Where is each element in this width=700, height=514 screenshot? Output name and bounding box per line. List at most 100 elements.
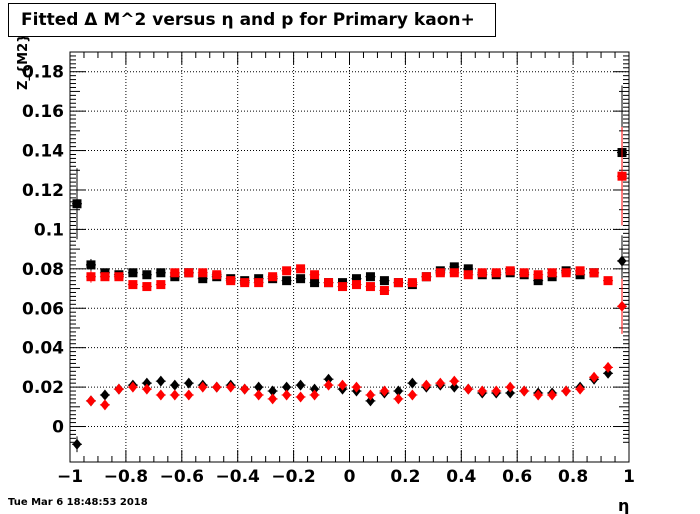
data-point bbox=[282, 276, 292, 286]
y-tick-label: 0 bbox=[52, 418, 64, 438]
series-1 bbox=[85, 126, 628, 296]
data-point bbox=[435, 377, 445, 389]
data-point bbox=[86, 272, 96, 282]
x-tick-label: −0.8 bbox=[104, 467, 148, 487]
data-point bbox=[365, 272, 375, 282]
data-point bbox=[198, 274, 208, 284]
data-point bbox=[268, 385, 278, 397]
data-point bbox=[198, 268, 208, 278]
data-point bbox=[589, 371, 599, 383]
data-point bbox=[240, 383, 250, 395]
data-point bbox=[477, 385, 487, 397]
data-point bbox=[72, 199, 82, 209]
y-tick-label: 0.06 bbox=[22, 299, 64, 319]
data-point bbox=[603, 367, 613, 379]
y-tick-label: 0.04 bbox=[22, 339, 64, 359]
data-point bbox=[617, 300, 627, 312]
data-point bbox=[184, 389, 194, 401]
data-point bbox=[128, 280, 138, 290]
data-point bbox=[212, 270, 222, 280]
data-point bbox=[351, 280, 361, 290]
data-point bbox=[351, 381, 361, 393]
data-point bbox=[365, 395, 375, 407]
data-point bbox=[254, 278, 264, 288]
data-point bbox=[226, 381, 236, 393]
data-point bbox=[393, 393, 403, 405]
data-point bbox=[296, 391, 306, 403]
data-point bbox=[170, 379, 180, 391]
data-point bbox=[156, 389, 166, 401]
data-point bbox=[296, 379, 306, 391]
data-point bbox=[282, 381, 292, 393]
data-point bbox=[226, 276, 236, 286]
data-point bbox=[365, 282, 375, 292]
data-point bbox=[296, 274, 306, 284]
y-tick-label: 0.14 bbox=[22, 142, 64, 162]
data-point bbox=[142, 377, 152, 389]
data-point bbox=[491, 268, 501, 278]
data-point bbox=[72, 438, 82, 450]
data-point bbox=[114, 383, 124, 395]
data-point bbox=[310, 278, 320, 288]
data-point bbox=[198, 381, 208, 393]
data-point bbox=[603, 276, 613, 286]
data-point bbox=[379, 276, 389, 286]
data-point bbox=[449, 375, 459, 387]
data-point bbox=[617, 255, 627, 267]
data-point bbox=[533, 276, 543, 286]
data-point bbox=[282, 266, 292, 276]
data-point bbox=[379, 286, 389, 296]
data-point bbox=[184, 377, 194, 389]
y-tick-label: 0.16 bbox=[22, 102, 64, 122]
data-point bbox=[421, 379, 431, 391]
data-point bbox=[463, 264, 473, 274]
data-point bbox=[407, 389, 417, 401]
data-point bbox=[575, 266, 585, 276]
axis-ticks bbox=[69, 51, 630, 462]
data-point bbox=[128, 381, 138, 393]
tick-labels: −1 −0.8 −0.6 −0.4 −0.2 0 0.2 0.4 0.6 0.8 1 0 0.02 0.0… bbox=[22, 63, 635, 487]
y-tick-label: 0.1 bbox=[34, 220, 64, 240]
x-tick-label: −0.2 bbox=[271, 467, 315, 487]
y-tick-label: 0.18 bbox=[22, 63, 64, 83]
data-point bbox=[449, 262, 459, 272]
series-3 bbox=[85, 278, 628, 411]
data-point bbox=[142, 270, 152, 280]
data-point bbox=[170, 268, 180, 278]
y-tick-label: 0.08 bbox=[22, 260, 64, 280]
data-point bbox=[310, 389, 320, 401]
data-point bbox=[338, 282, 348, 292]
data-point bbox=[519, 385, 529, 397]
data-point bbox=[519, 268, 529, 278]
data-point bbox=[393, 278, 403, 288]
data-point bbox=[561, 268, 571, 278]
data-point bbox=[86, 260, 96, 270]
data-point bbox=[407, 278, 417, 288]
x-tick-label: −0.4 bbox=[216, 467, 261, 487]
data-point bbox=[324, 373, 334, 385]
data-point bbox=[379, 385, 389, 397]
data-point bbox=[240, 278, 250, 288]
y-tick-label: 0.12 bbox=[22, 181, 64, 201]
x-tick-label: 0.8 bbox=[558, 467, 588, 487]
data-point bbox=[449, 268, 459, 278]
data-point bbox=[477, 268, 487, 278]
data-point bbox=[156, 280, 166, 290]
data-point bbox=[575, 383, 585, 395]
x-axis-label: η bbox=[618, 496, 629, 514]
data-point bbox=[100, 389, 110, 401]
data-point bbox=[100, 272, 110, 282]
x-tick-label: 0.2 bbox=[390, 467, 420, 487]
data-point bbox=[449, 381, 459, 393]
data-point bbox=[310, 383, 320, 395]
data-point bbox=[505, 266, 515, 276]
x-tick-label: 1 bbox=[623, 467, 635, 487]
chart-title: Fitted Δ M^2 versus η and p for Primary … bbox=[8, 3, 496, 37]
data-point bbox=[142, 383, 152, 395]
x-tick-label: 0.6 bbox=[502, 467, 532, 487]
data-point bbox=[324, 379, 334, 391]
data-point bbox=[435, 268, 445, 278]
data-point bbox=[589, 268, 599, 278]
